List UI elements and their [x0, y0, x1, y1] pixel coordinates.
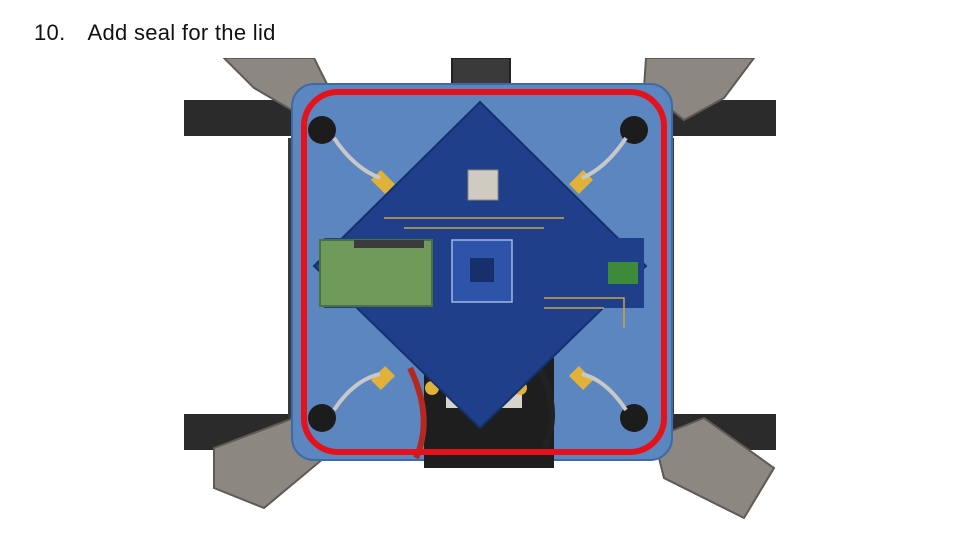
corner-holes — [308, 116, 648, 432]
gps-module — [467, 169, 499, 201]
drone-frame-render — [184, 58, 776, 528]
fc-chip — [470, 258, 494, 282]
gpio-header — [354, 240, 424, 248]
slide-heading: 10. Add seal for the lid — [34, 20, 276, 46]
pcb-traces — [384, 217, 625, 328]
small-sensor-board — [608, 262, 638, 284]
drone-frame-drawing — [184, 58, 776, 520]
step-title: Add seal for the lid — [87, 20, 276, 45]
raspberry-pi-board — [319, 239, 433, 307]
motor-wires — [332, 136, 628, 412]
lid-seal-outline — [301, 89, 667, 455]
step-number: 10. — [34, 20, 66, 45]
